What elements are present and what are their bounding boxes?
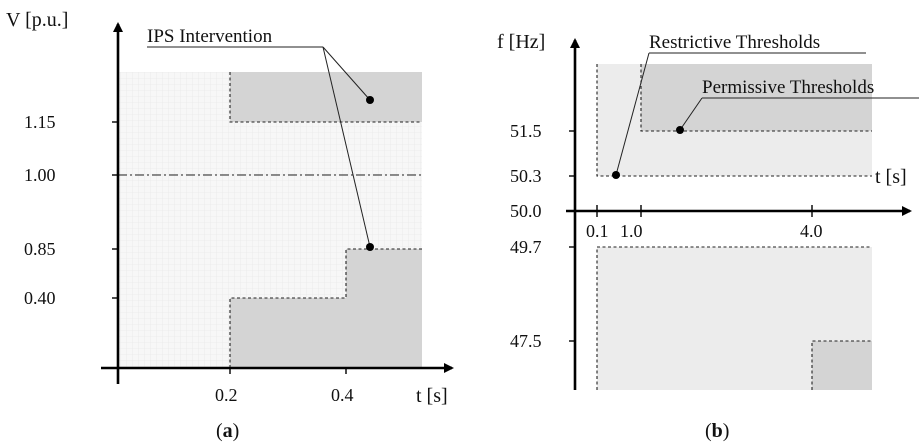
x-tick-label: 0.4: [331, 385, 354, 405]
permissive-leader: [679, 97, 703, 131]
x-tick-label: 0.1: [586, 221, 609, 241]
panel-a: V [p.u.] t [s] 1.15 1.00 0.85 0.40 0.2 0…: [6, 9, 454, 442]
x-tick-label: 1.0: [620, 221, 643, 241]
permissive-boundary-upper: [640, 64, 872, 132]
x-axis-label: t [s]: [416, 385, 448, 407]
ips-region-lower: [230, 249, 422, 368]
ips-region-upper-boundary: [229, 72, 422, 123]
ips-region-upper: [230, 72, 422, 122]
y-axis-label: V [p.u.]: [6, 9, 68, 31]
annotation-dot-upper: [366, 96, 374, 104]
y-tick-label: 1.00: [24, 165, 56, 185]
caption-b: (b): [705, 420, 729, 442]
leader-line-upper: [322, 46, 371, 101]
permissive-thresholds-label: Permissive Thresholds: [702, 77, 874, 98]
restrictive-boundary-upper: [596, 64, 872, 177]
y-axis-label: f [Hz]: [497, 31, 545, 53]
caption-a: (a): [216, 420, 239, 442]
y-tick-label: 51.5: [510, 121, 542, 141]
y-tick-label: 47.5: [510, 331, 542, 351]
x-tick-label: 0.2: [215, 385, 238, 405]
panel-b: f [Hz] t [s] 51.5 50.3 50.0 49.7 47.5 0.…: [497, 31, 919, 442]
permissive-region-lower: [812, 341, 872, 390]
restrictive-dot: [612, 171, 620, 179]
leader-line-lower: [322, 46, 371, 248]
y-tick-label: 50.3: [510, 166, 542, 186]
y-tick-label: 1.15: [24, 112, 56, 132]
y-tick-label: 0.85: [24, 239, 56, 259]
restrictive-boundary-lower: [596, 246, 872, 390]
permissive-boundary-lower: [811, 340, 872, 390]
restrictive-thresholds-label: Restrictive Thresholds: [649, 32, 820, 53]
x-tick-label: 4.0: [800, 221, 823, 241]
y-tick-label: 0.40: [24, 288, 56, 308]
ips-intervention-label: IPS Intervention: [147, 26, 273, 47]
annotation-dot-lower: [366, 243, 374, 251]
y-tick-label: 49.7: [510, 237, 542, 257]
x-axis-label: t [s]: [875, 166, 907, 188]
permissive-dot: [676, 126, 684, 134]
y-tick-label: 50.0: [510, 201, 542, 221]
restrictive-leader: [615, 52, 650, 176]
